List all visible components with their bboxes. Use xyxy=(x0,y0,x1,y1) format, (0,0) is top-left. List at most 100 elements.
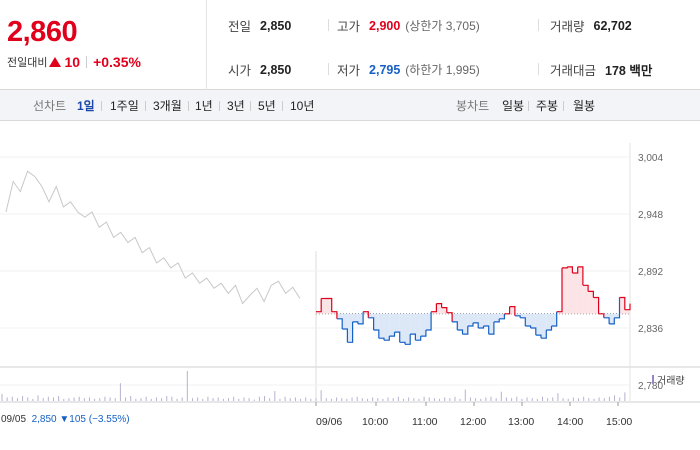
x-tick-label: 15:00 xyxy=(606,416,632,428)
tab-1year[interactable]: 1년 xyxy=(195,99,213,113)
tab-10year[interactable]: 10년 xyxy=(290,99,315,113)
price-segment xyxy=(520,317,526,326)
up-fill xyxy=(619,297,625,314)
down-fill xyxy=(410,313,416,335)
price-segment xyxy=(378,337,385,341)
price-segment xyxy=(624,303,631,311)
divider xyxy=(188,101,189,111)
price-chart: 3,004 2,948 2,892 2,836 2,780 09/06 10:00 11:00… xyxy=(0,121,700,450)
down-fill xyxy=(425,313,432,331)
volume-legend-label: 거래량 xyxy=(657,376,685,387)
price-segment xyxy=(336,318,343,329)
price-segment xyxy=(478,326,485,329)
down-fill xyxy=(546,313,552,331)
up-fill xyxy=(331,311,337,314)
volume-label: 거래량 xyxy=(550,20,585,34)
tab-monthly-candle[interactable]: 월봉 xyxy=(573,99,596,113)
price-segment xyxy=(509,306,516,316)
down-fill xyxy=(415,313,421,341)
price-segment xyxy=(467,322,474,327)
y-tick-label: 2,948 xyxy=(638,210,663,221)
down-fill xyxy=(514,313,521,316)
tab-3year[interactable]: 3년 xyxy=(227,99,245,113)
down-fill xyxy=(462,313,468,335)
tab-3month[interactable]: 3개월 xyxy=(153,99,182,113)
tab-5year[interactable]: 5년 xyxy=(258,99,276,113)
change-row: 전일대비 10 +0.35% xyxy=(7,54,141,70)
price-segment xyxy=(446,312,453,322)
price-segment xyxy=(352,321,359,324)
price-segment xyxy=(598,313,605,318)
divider xyxy=(538,63,539,75)
price-segment xyxy=(357,311,364,325)
tab-weekly-candle[interactable]: 주봉 xyxy=(536,99,559,113)
y-tick-label: 2,836 xyxy=(638,324,663,335)
divider xyxy=(538,19,539,31)
trade-amount: 거래대금 178 백만 xyxy=(550,60,652,79)
divider xyxy=(528,101,529,111)
prev-close: 전일 2,850 xyxy=(228,16,291,35)
price-segment xyxy=(572,266,579,274)
price-segment xyxy=(436,303,443,308)
down-fill xyxy=(525,313,531,326)
price-segment xyxy=(410,333,416,341)
divider xyxy=(250,101,251,111)
down-fill xyxy=(389,313,395,337)
price-segment xyxy=(384,336,390,341)
price-segment xyxy=(462,326,469,335)
price-segment xyxy=(535,334,542,339)
quote-header: 2,860 전일대비 10 +0.35% 전일 2,850 고가 2,900 (… xyxy=(0,0,700,90)
tab-1day[interactable]: 1일 xyxy=(77,99,95,113)
up-fill xyxy=(436,303,442,314)
down-fill xyxy=(394,313,400,333)
volume-legend: 거래량 xyxy=(652,372,685,387)
up-fill xyxy=(593,297,599,314)
price-segment xyxy=(368,317,375,330)
price-segment xyxy=(483,325,490,335)
up-fill xyxy=(582,285,589,314)
open-value: 2,850 xyxy=(260,62,292,77)
price-segment xyxy=(614,297,621,319)
divider xyxy=(328,19,329,31)
prev-day-summary: 09/05 2,850 ▼105 (−3.55%) xyxy=(1,414,130,425)
up-fill xyxy=(363,311,369,314)
up-fill xyxy=(588,291,594,314)
down-fill xyxy=(478,313,484,328)
chart-tabs: 선차트 1일 1주일 3개월 1년 3년 5년 10년 봉차트 일봉 주봉 월봉 xyxy=(0,90,700,121)
change-label: 전일대비 xyxy=(7,57,48,69)
price-segment xyxy=(342,328,348,343)
tab-1week[interactable]: 1주일 xyxy=(110,99,139,113)
price-segment xyxy=(405,334,411,345)
y-tick-label: 2,892 xyxy=(638,267,663,278)
high-label: 고가 xyxy=(337,20,361,34)
price-segment xyxy=(530,327,537,336)
up-fill xyxy=(321,298,327,314)
high-price: 고가 2,900 (상한가 3,705) xyxy=(337,16,480,35)
up-fill xyxy=(577,266,583,314)
up-fill xyxy=(572,273,578,314)
upper-limit: (상한가 3,705) xyxy=(405,19,480,33)
volume-value: 62,702 xyxy=(593,18,632,33)
prev-day-price: 2,850 xyxy=(31,414,57,425)
chart-canvas: 3,004 2,948 2,892 2,836 2,780 09/06 10:00 11:00… xyxy=(0,143,700,428)
price-segment xyxy=(493,318,500,323)
price-segment xyxy=(431,303,437,313)
prev-day-date: 09/05 xyxy=(1,414,27,425)
price-segment xyxy=(425,311,432,331)
current-price: 2,860 xyxy=(7,16,78,48)
tab-daily-candle[interactable]: 일봉 xyxy=(502,99,525,113)
price-segment xyxy=(441,307,448,313)
price-segment xyxy=(399,341,406,345)
price-segment xyxy=(541,330,547,339)
price-segment xyxy=(577,266,584,286)
down-fill xyxy=(535,313,542,336)
price-segment xyxy=(457,329,464,335)
change-percent: +0.35% xyxy=(93,54,141,70)
up-fill xyxy=(326,298,332,314)
price-segment xyxy=(499,313,505,320)
prev-day-change: ▼105 (−3.55%) xyxy=(59,414,130,425)
price-segment xyxy=(373,329,380,339)
volume: 거래량 62,702 xyxy=(550,16,632,35)
up-fill xyxy=(624,309,630,314)
low-value: 2,795 xyxy=(369,62,401,77)
